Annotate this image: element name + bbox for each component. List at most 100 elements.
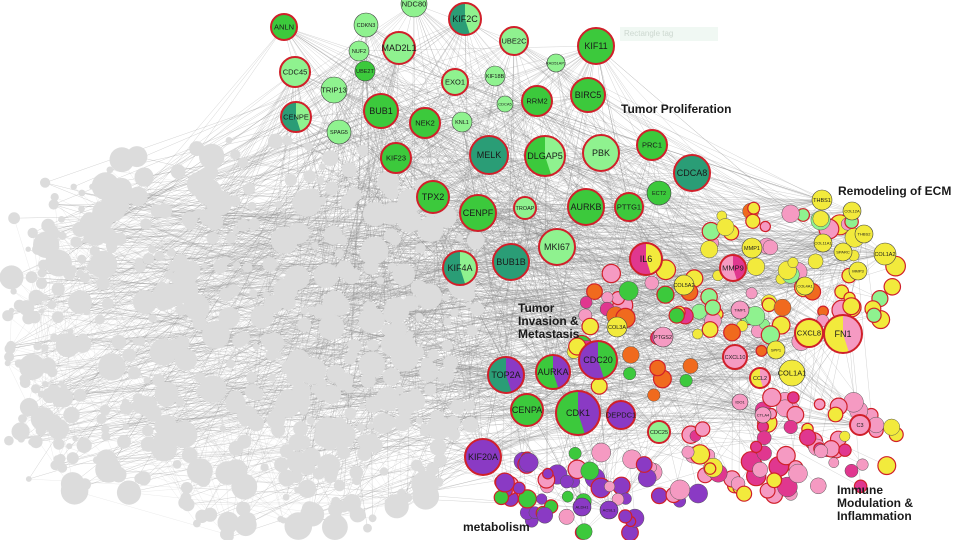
- background-node: [154, 251, 164, 261]
- gene-node-ring: [577, 27, 615, 65]
- gene-node-label: COL4A1: [797, 283, 813, 288]
- gene-node-ring: [280, 101, 312, 133]
- background-node: [226, 359, 236, 369]
- gene-node-label: KIF18B: [486, 74, 505, 80]
- background-node: [298, 479, 317, 499]
- background-node: [101, 209, 110, 218]
- gene-node-anln: ANLN: [270, 13, 298, 41]
- background-node: [433, 453, 447, 467]
- minor-node: [575, 523, 593, 540]
- background-node: [135, 395, 156, 417]
- background-node: [148, 314, 157, 323]
- background-node: [293, 421, 308, 437]
- background-node: [304, 142, 314, 151]
- gene-node-ring: [535, 354, 571, 390]
- minor-node: [766, 472, 783, 489]
- background-node: [297, 317, 312, 332]
- background-node: [170, 164, 186, 180]
- gene-node-ring: [270, 13, 298, 41]
- background-node: [181, 497, 195, 512]
- minor-node: [700, 240, 719, 259]
- gene-node-ring: [731, 393, 749, 411]
- background-node: [42, 387, 58, 404]
- gene-node-ring: [499, 26, 529, 56]
- gene-node-fill: [795, 319, 823, 347]
- gene-node-kif20a: KIF20A: [464, 438, 502, 476]
- background-node: [357, 144, 369, 157]
- background-node: [202, 320, 230, 349]
- gene-node-label: IL6: [640, 254, 653, 264]
- minor-node: [761, 297, 777, 313]
- background-node: [142, 253, 155, 265]
- gene-node-ring: [400, 0, 428, 18]
- gene-node-col11a1: COL11A1: [813, 233, 832, 253]
- background-node: [8, 212, 20, 225]
- background-node: [390, 505, 404, 519]
- gene-node-ring: [811, 189, 833, 211]
- gene-node-label: CDCA8: [677, 168, 708, 178]
- gene-node-fill: [539, 229, 575, 265]
- gene-node-label: CENPA: [512, 405, 542, 415]
- background-node: [466, 231, 485, 250]
- background-node: [58, 265, 65, 272]
- gene-node-ido1: IDO1: [731, 393, 749, 411]
- background-node: [219, 425, 227, 432]
- background-node: [42, 234, 55, 247]
- background-node: [172, 277, 199, 304]
- gene-node-label: C3: [856, 423, 863, 429]
- minor-node: [579, 296, 593, 309]
- gene-node-label: TOP2A: [491, 370, 520, 380]
- background-node-cloud: [0, 133, 485, 540]
- background-node: [415, 417, 423, 425]
- background-node: [325, 465, 339, 478]
- gene-node-ring: [416, 180, 450, 214]
- gene-node-ring: [606, 400, 636, 430]
- background-node: [36, 277, 48, 289]
- gene-node-fill: [442, 69, 468, 95]
- gene-node-fill: [607, 317, 627, 337]
- gene-node-col1a1: COL1A1: [778, 359, 806, 387]
- minor-node: [814, 444, 829, 459]
- background-node: [193, 519, 201, 528]
- background-node: [13, 275, 21, 283]
- gene-node-fill: [742, 238, 762, 258]
- minor-node: [590, 377, 608, 395]
- gene-node-fn1: FN1: [823, 314, 863, 354]
- background-node: [95, 449, 117, 471]
- gene-node-fill: [417, 181, 449, 213]
- background-node: [142, 425, 154, 437]
- gene-node-fill: [850, 415, 870, 435]
- gene-node-fill: [401, 0, 427, 17]
- gene-node-ring: [409, 107, 441, 139]
- minor-node: [493, 489, 509, 506]
- background-node: [4, 351, 15, 362]
- minor-node: [813, 398, 826, 411]
- background-node: [450, 308, 459, 318]
- background-node: [248, 218, 261, 231]
- background-node: [311, 242, 319, 250]
- gene-node-label: CDKN3: [357, 23, 376, 29]
- gene-node-ring: [326, 119, 352, 145]
- background-node: [294, 227, 306, 239]
- background-node: [368, 514, 377, 523]
- gene-node-label: KIF4A: [447, 263, 472, 273]
- gene-node-fill: [674, 275, 694, 295]
- gene-node-label: SPARC: [836, 249, 850, 254]
- background-node: [52, 396, 64, 408]
- background-node: [325, 181, 339, 195]
- background-node: [402, 493, 413, 503]
- minor-node: [541, 467, 554, 480]
- background-node: [76, 437, 92, 453]
- background-node: [70, 183, 77, 190]
- minor-node: [568, 446, 582, 460]
- background-node: [42, 381, 49, 388]
- background-node: [194, 293, 203, 302]
- gene-node-fill: [647, 181, 671, 205]
- gene-node-label: DLGAP5: [527, 151, 563, 161]
- minor-node: [604, 480, 616, 493]
- gene-node-label: MMP1: [744, 246, 760, 252]
- gene-node-ring: [754, 406, 772, 424]
- background-node: [446, 415, 461, 430]
- gene-node-fill: [354, 13, 378, 37]
- gene-node-aurka: AURKA: [535, 354, 571, 390]
